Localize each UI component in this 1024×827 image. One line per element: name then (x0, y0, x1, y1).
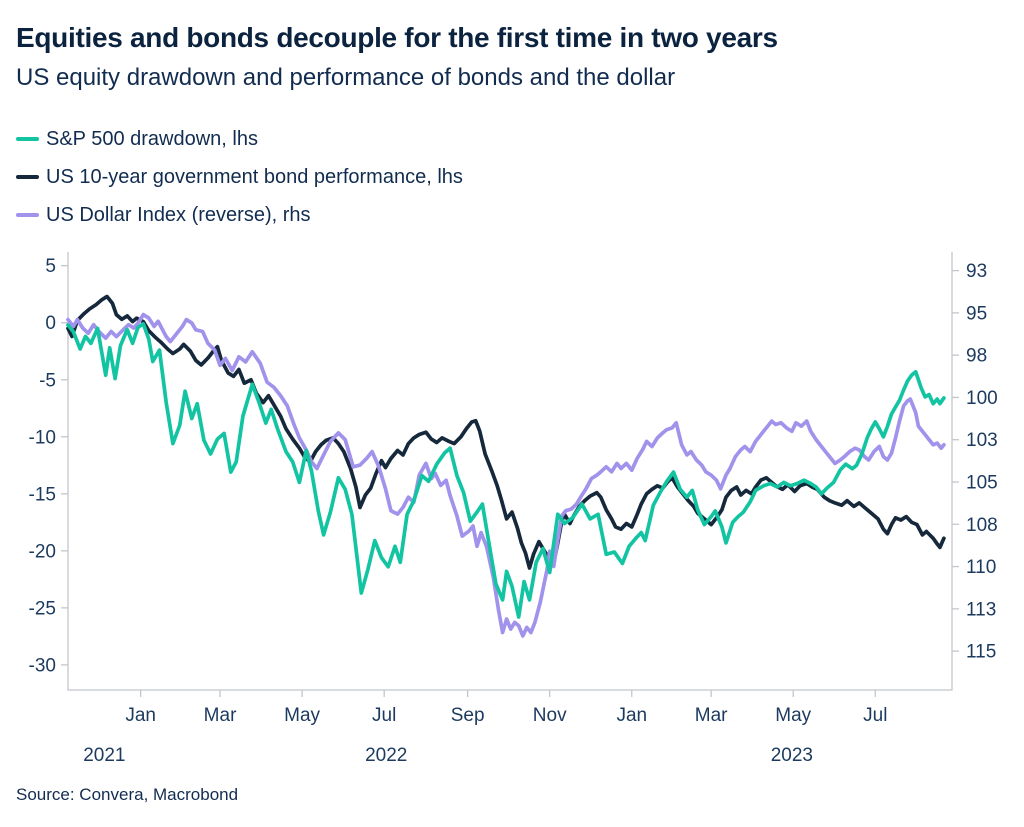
x-axis-month-label: Jan (616, 705, 647, 726)
left-axis-tick-label: -25 (29, 598, 56, 619)
right-axis-tick-label: 93 (966, 261, 987, 282)
chart-title: Equities and bonds decouple for the firs… (16, 22, 778, 53)
chart-subtitle: US equity drawdown and performance of bo… (16, 64, 676, 91)
legend: S&P 500 drawdown, lhs US 10-year governm… (16, 124, 463, 238)
axis-frame (67, 252, 953, 691)
right-axis-tick-label: 95 (966, 303, 987, 324)
x-axis-month-label: Sep (451, 705, 485, 726)
legend-label-dollar: US Dollar Index (reverse), rhs (46, 203, 311, 226)
x-axis-month-label: Jan (125, 705, 156, 726)
legend-item-sp500: S&P 500 drawdown, lhs (16, 124, 463, 154)
legend-label-sp500: S&P 500 drawdown, lhs (46, 127, 258, 150)
left-axis-tick-label: -10 (29, 427, 56, 448)
x-axis-month-label: Jul (372, 705, 396, 726)
x-axis-month-label: Mar (695, 705, 728, 726)
x-axis-year-label: 2023 (771, 745, 813, 766)
right-axis-tick-label: 105 (966, 472, 998, 493)
x-axis-month-label: Jul (863, 705, 887, 726)
x-axis-year-label: 2021 (83, 745, 125, 766)
left-axis-tick-label: 0 (45, 313, 56, 334)
left-axis-tick-label: -30 (29, 655, 56, 676)
right-axis-tick-label: 98 (966, 346, 987, 367)
left-axis-tick-label: -5 (39, 370, 56, 391)
right-axis-tick-label: 115 (966, 642, 996, 663)
x-axis-month-label: Mar (204, 705, 237, 726)
sp500-line (66, 322, 946, 619)
legend-swatch-sp500 (16, 137, 39, 141)
right-axis-tick-label: 108 (966, 515, 998, 536)
bond-line (66, 294, 946, 570)
legend-swatch-dollar (16, 213, 39, 217)
right-axis-tick-label: 110 (966, 557, 996, 578)
left-axis-tick-label: -20 (29, 541, 56, 562)
legend-item-bond: US 10-year government bond performance, … (16, 162, 463, 192)
source-note: Source: Convera, Macrobond (16, 785, 239, 804)
left-axis-tick-label: 5 (45, 256, 56, 277)
x-axis-month-label: May (775, 705, 811, 726)
x-axis-year-label: 2022 (365, 745, 407, 766)
legend-swatch-bond (16, 175, 39, 179)
right-axis-tick-label: 103 (966, 430, 998, 451)
dollar-line (66, 312, 946, 638)
left-axis-tick-label: -15 (29, 484, 56, 505)
right-axis-tick-label: 113 (966, 599, 996, 620)
right-axis-tick-label: 100 (966, 388, 998, 409)
legend-label-bond: US 10-year government bond performance, … (46, 165, 463, 188)
x-axis-month-label: Nov (533, 705, 567, 726)
x-axis-month-label: May (284, 705, 320, 726)
legend-item-dollar: US Dollar Index (reverse), rhs (16, 200, 463, 230)
